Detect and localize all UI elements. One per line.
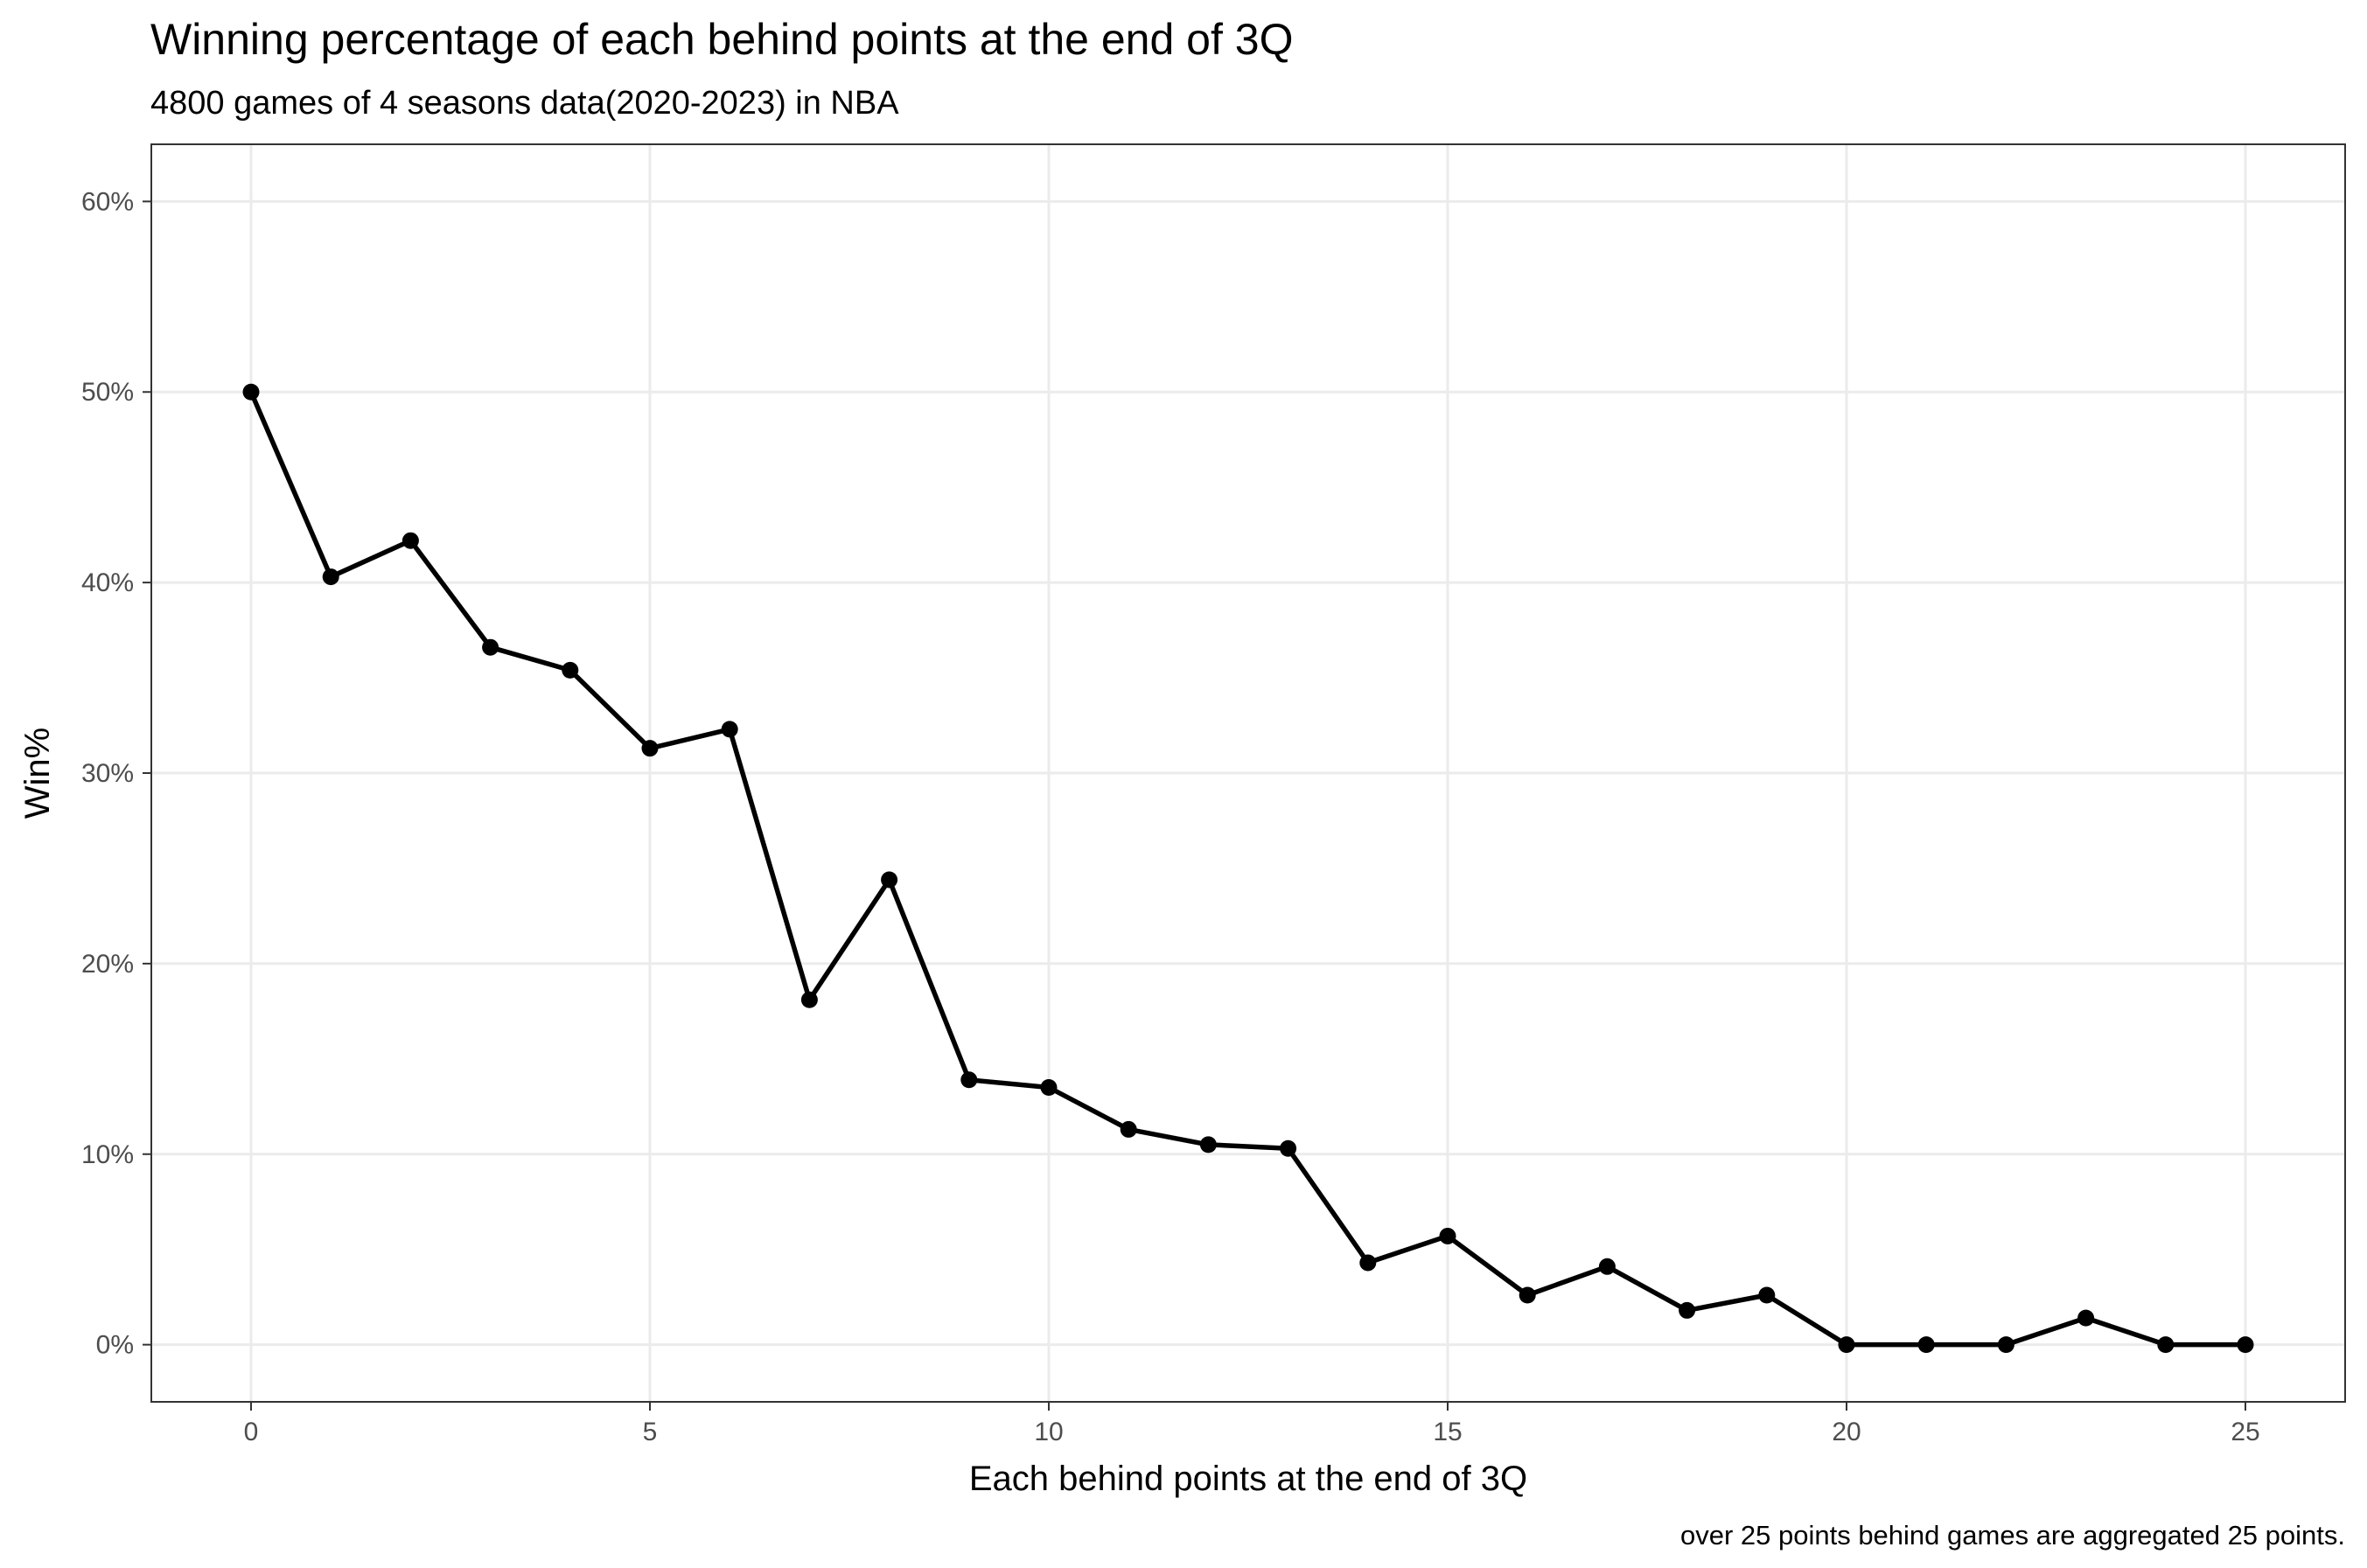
data-point: [322, 568, 339, 586]
x-tick-label: 5: [643, 1418, 658, 1446]
data-point: [1679, 1301, 1696, 1319]
data-point: [2237, 1336, 2254, 1354]
data-point: [482, 638, 499, 656]
chart-subtitle: 4800 games of 4 seasons data(2020-2023) …: [150, 85, 899, 122]
x-axis-title: Each behind points at the end of 3Q: [969, 1460, 1527, 1498]
data-point: [1439, 1227, 1456, 1244]
y-axis-title: Win%: [18, 728, 57, 819]
axis-ticks: 0 5 10 15 20 25 0% 10% 20% 30% 40% 50% 60%: [81, 187, 2260, 1446]
y-tick-label: 0%: [96, 1331, 134, 1360]
series: [242, 383, 2254, 1354]
data-point: [1120, 1120, 1137, 1138]
x-tick-label: 10: [1034, 1418, 1063, 1446]
data-point: [960, 1071, 978, 1089]
data-point: [1199, 1136, 1217, 1153]
x-tick-label: 0: [244, 1418, 259, 1446]
data-point: [721, 721, 738, 738]
y-tick-label: 30%: [81, 759, 134, 788]
x-tick-label: 25: [2231, 1418, 2259, 1446]
x-tick-label: 15: [1433, 1418, 1462, 1446]
gridlines: [151, 144, 2345, 1402]
data-point: [1758, 1286, 1776, 1304]
data-point: [2157, 1336, 2175, 1354]
y-tick-label: 10%: [81, 1140, 134, 1169]
x-tick-label: 20: [1832, 1418, 1861, 1446]
y-tick-label: 40%: [81, 568, 134, 597]
data-point: [562, 661, 579, 679]
data-point: [1280, 1139, 1297, 1157]
data-point: [401, 532, 419, 549]
data-point: [1359, 1254, 1377, 1272]
data-point: [641, 740, 659, 757]
data-point: [1040, 1079, 1058, 1096]
data-point: [881, 871, 898, 889]
data-point: [1598, 1258, 1616, 1275]
y-tick-label: 50%: [81, 378, 134, 407]
data-point: [1519, 1286, 1536, 1304]
y-tick-label: 60%: [81, 187, 134, 216]
data-point: [1838, 1336, 1855, 1354]
data-point: [242, 383, 260, 401]
data-point: [2077, 1309, 2095, 1327]
data-point: [1917, 1336, 1935, 1354]
series-line: [248, 391, 2245, 1348]
data-point: [1997, 1336, 2014, 1354]
chart-caption: over 25 points behind games are aggregat…: [1680, 1520, 2345, 1551]
chart-title: Winning percentage of each behind points…: [150, 15, 1293, 64]
data-point: [800, 991, 818, 1008]
y-tick-label: 20%: [81, 950, 134, 979]
